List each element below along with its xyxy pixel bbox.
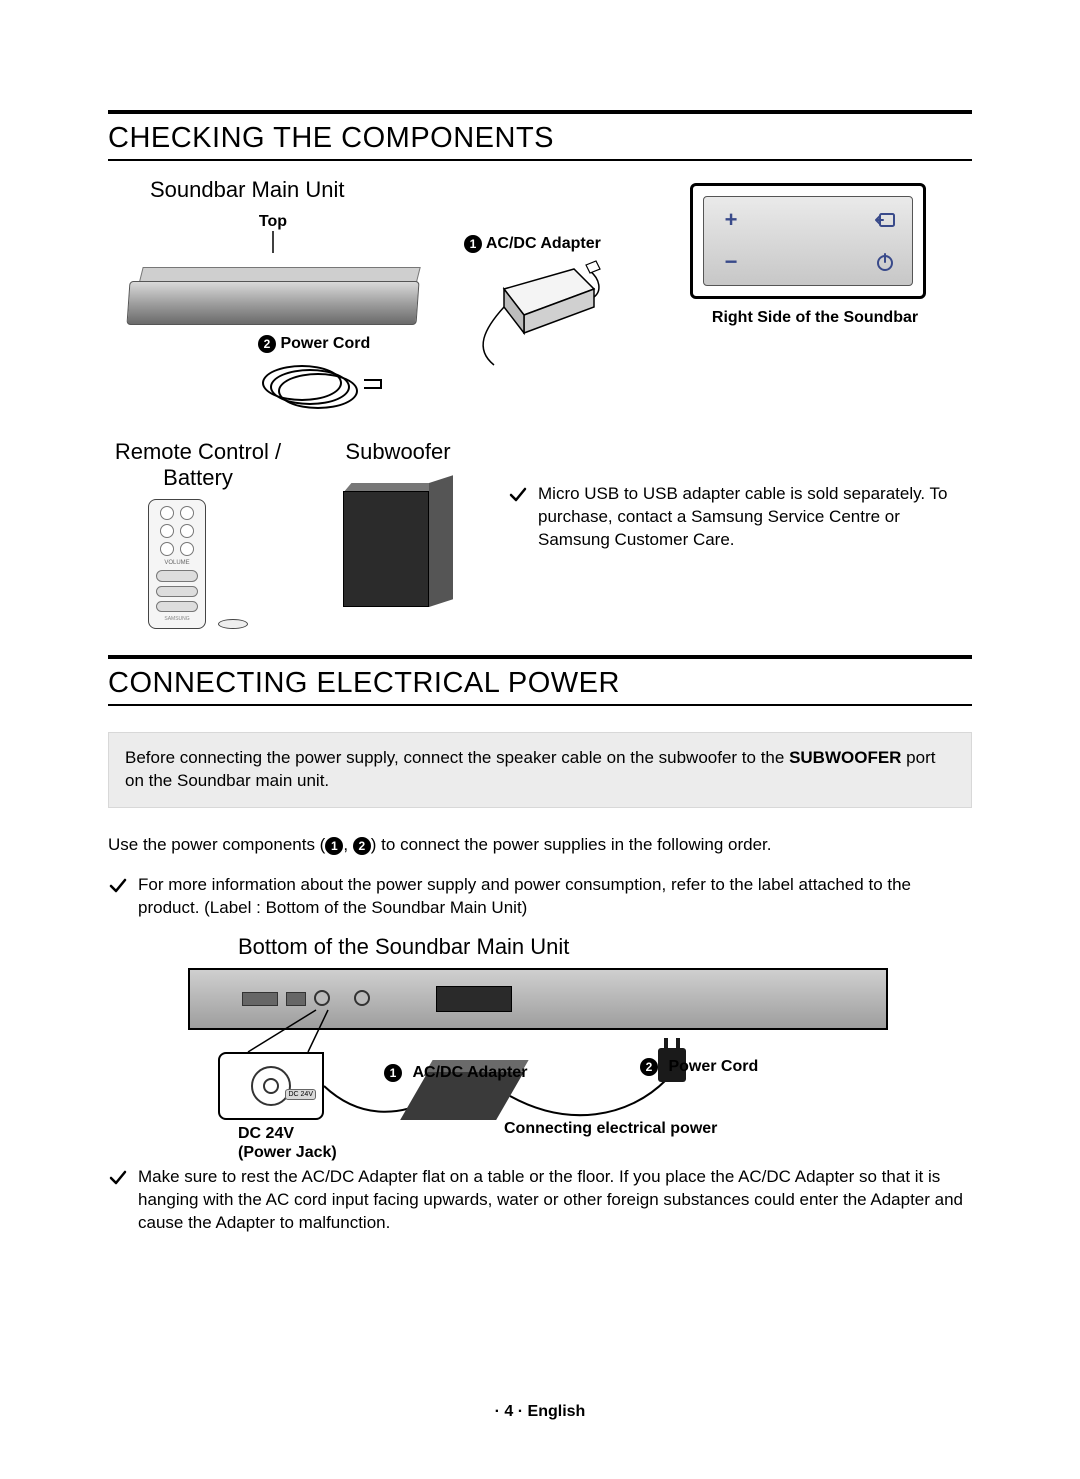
bullet2-text: Make sure to rest the AC/DC Adapter flat… <box>138 1166 972 1235</box>
lead-prefix: Use the power components ( <box>108 835 325 854</box>
power-icon <box>872 249 898 275</box>
remote-heading: Remote Control / Battery <box>108 439 288 491</box>
section1-title: CHECKING THE COMPONENTS <box>108 122 972 155</box>
soundbar-heading: Soundbar Main Unit <box>150 177 438 203</box>
bullet1-text: For more information about the power sup… <box>138 874 972 920</box>
diagram-powercord-text: Power Cord <box>668 1058 758 1075</box>
adapter-illustration <box>464 259 604 369</box>
check-icon <box>508 485 528 505</box>
section-rule-top <box>108 110 972 114</box>
usb-note-text: Micro USB to USB adapter cable is sold s… <box>538 483 972 552</box>
check-icon <box>108 1168 128 1188</box>
diagram-heading: Bottom of the Soundbar Main Unit <box>238 934 972 960</box>
diagram-adapter-label: 1 AC/DC Adapter <box>384 1064 527 1082</box>
diagram-adapter-text: AC/DC Adapter <box>412 1064 527 1081</box>
subwoofer-heading: Subwoofer <box>318 439 478 465</box>
lead-mid: , <box>343 835 352 854</box>
note-bold: SUBWOOFER <box>789 748 901 767</box>
section2-title: CONNECTING ELECTRICAL POWER <box>108 667 972 700</box>
diagram-caption: Connecting electrical power <box>504 1120 717 1138</box>
leader-line-icon <box>272 231 274 253</box>
section-rule-bottom <box>108 159 972 161</box>
diagram-marker-2-icon: 2 <box>640 1058 658 1076</box>
lead-suffix: ) to connect the power supplies in the f… <box>371 835 772 854</box>
lead-marker-2-icon: 2 <box>353 837 371 855</box>
jack-badge: DC 24V <box>285 1089 316 1100</box>
diagram-powercord-label: 2 Power Cord <box>640 1058 758 1076</box>
battery-illustration <box>218 619 248 629</box>
lead-marker-1-icon: 1 <box>325 837 343 855</box>
adapter-label: 1 AC/DC Adapter <box>464 235 664 253</box>
bullet2: Make sure to rest the AC/DC Adapter flat… <box>108 1166 972 1235</box>
note-prefix: Before connecting the power supply, conn… <box>125 748 789 767</box>
adapter-text: AC/DC Adapter <box>486 235 601 252</box>
soundbar-top-illustration <box>128 253 418 325</box>
bottom-diagram: DC 24V 1 AC/DC Adapter 2 Power Cord Conn… <box>188 968 888 1148</box>
marker-2-icon: 2 <box>258 335 276 353</box>
subwoofer-note-box: Before connecting the power supply, conn… <box>108 732 972 808</box>
source-icon <box>872 207 898 233</box>
jack-label: DC 24V (Power Jack) <box>238 1124 337 1162</box>
side-caption: Right Side of the Soundbar <box>690 309 940 327</box>
marker-1-icon: 1 <box>464 235 482 253</box>
volume-up-icon: + <box>718 207 744 233</box>
power-cord-illustration <box>258 357 378 415</box>
check-icon <box>108 876 128 896</box>
bullet1: For more information about the power sup… <box>108 874 972 920</box>
subwoofer-illustration <box>343 483 453 607</box>
volume-down-icon: − <box>718 249 744 275</box>
power-cord-text: Power Cord <box>280 335 370 352</box>
usb-note: Micro USB to USB adapter cable is sold s… <box>508 483 972 552</box>
page-footer: · 4 · English <box>0 1403 1080 1421</box>
soundbar-side-panel: + − <box>690 183 926 299</box>
section2-rule-bottom <box>108 704 972 706</box>
power-cord-label: 2 Power Cord <box>258 335 378 353</box>
remote-illustration: VOLUME SAMSUNG <box>148 499 206 629</box>
section2-rule-top <box>108 655 972 659</box>
top-label: Top <box>259 213 287 231</box>
lead-sentence: Use the power components (1, 2) to conne… <box>108 834 972 857</box>
power-jack-zoom: DC 24V <box>218 1052 324 1120</box>
diagram-marker-1-icon: 1 <box>384 1064 402 1082</box>
